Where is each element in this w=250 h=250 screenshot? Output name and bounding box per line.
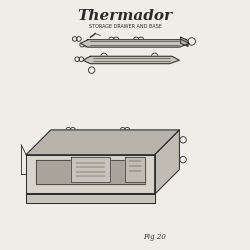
Polygon shape [26, 193, 155, 203]
Text: Fig 20: Fig 20 [143, 233, 166, 241]
Text: STORAGE DRAWER AND BASE: STORAGE DRAWER AND BASE [88, 24, 162, 29]
Text: Thermador: Thermador [78, 9, 172, 23]
Polygon shape [26, 130, 180, 155]
Polygon shape [80, 40, 189, 47]
Polygon shape [36, 160, 145, 184]
Polygon shape [155, 130, 180, 194]
Polygon shape [83, 56, 180, 64]
Polygon shape [180, 37, 188, 46]
Polygon shape [26, 155, 155, 194]
Polygon shape [70, 157, 110, 182]
Polygon shape [125, 157, 145, 182]
